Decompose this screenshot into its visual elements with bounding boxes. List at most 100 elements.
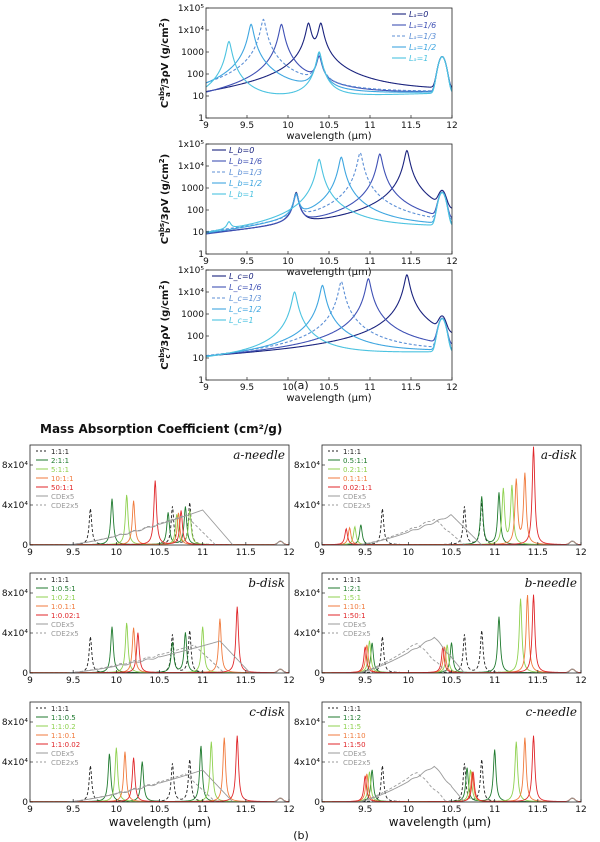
x-tick-label: 9.5 [358,548,372,558]
legend-label: 2:1:1 [51,457,69,465]
x-tick-label: 10 [111,548,123,558]
legend-label: 1:1:1 [343,576,361,584]
x-tick-label: 11 [489,676,500,686]
y-tick-label: 0 [22,798,28,808]
legend-label: 1:1:1 [51,448,69,456]
y-tick-label: 1x10⁵ [178,266,205,276]
series-line-cde2x5 [322,643,581,673]
legend-label: 1:1:0.1 [51,732,76,740]
x-tick-label: 10.5 [149,805,169,815]
series-line-l-c-1-2 [206,284,452,357]
series-line-l-c-0 [206,274,452,357]
series-line-l-b-1-2 [206,156,452,234]
y-tick-label: 8x10⁴ [2,461,29,471]
x-tick-label: 10 [403,676,415,686]
series-line-cde2x5 [30,514,289,545]
legend-label: 1:1:0.5 [51,714,76,722]
legend-label: CDE2x5 [343,502,371,510]
legend-label: 0.1:1:1 [343,475,368,483]
x-tick-label: 10 [403,805,415,815]
series-group [206,149,452,235]
x-tick-label: 11.5 [528,805,548,815]
series-line-cdex5 [322,765,581,802]
x-tick-label: 11.5 [528,676,548,686]
y-tick-label: 8x10⁴ [2,718,29,728]
x-tick-label: 9 [319,805,325,815]
legend-label: L_b=1/6 [229,157,262,166]
legend-label: 1:1:1 [343,705,361,713]
y-tick-label: 4x10⁴ [294,758,321,768]
y-tick-label: 8x10⁴ [294,589,321,599]
panel-b-caption: (b) [293,829,309,842]
legend-label: 10:1:1 [51,475,74,483]
y-tick-label: 1000 [181,310,204,320]
x-tick-label: 12 [446,121,457,131]
x-tick-label: 11 [364,121,375,131]
y-axis-label: Cabsb/3ρV (g/cm2) [158,154,172,244]
legend-label: 1:1:10 [343,732,366,740]
y-tick-label: 1x10⁴ [178,162,205,172]
x-tick-label: 9 [203,257,209,267]
y-tick-label: 1x10⁵ [178,140,205,150]
y-tick-label: 100 [187,70,204,80]
chart-b-a-disk: 9 9.5 10 10.5 11 11.5 12 0 4x10⁴ 8x10⁴ a-disk 1:1:1… [294,444,587,558]
legend-label: 1:5:1 [343,594,361,602]
legend-label: 1:0.02:1 [51,612,80,620]
panel-title: c-disk [249,705,285,719]
x-tick-label: 9 [319,548,325,558]
x-tick-label: 9 [27,805,33,815]
x-axis-label: wavelength (μm) [286,393,371,404]
panel-title: b-disk [248,576,285,590]
legend-label: 1:1:1 [51,576,69,584]
legend-label: L_b=0 [229,146,254,155]
series-line-cdex5 [322,514,581,545]
legend-label: 0.5:1:1 [343,457,368,465]
y-tick-label: 0 [22,541,28,551]
panel-b-xlabel-left: wavelength (μm) [109,815,211,829]
x-tick-label: 12 [446,257,457,267]
series-line-l-b-1-6 [206,153,452,235]
legend-label: 1:2:1 [343,585,361,593]
x-tick-label: 9.5 [358,805,372,815]
x-tick-label: 11.5 [236,805,256,815]
y-tick-label: 0 [22,669,28,679]
series-line-cde2x5 [30,644,289,673]
legend-label: CDE2x5 [51,630,79,638]
legend-label: Lₐ=1/6 [409,21,436,30]
legend-label: CDEx5 [343,493,366,501]
legend-label: 1:1:50 [343,741,366,749]
y-tick-label: 1x10⁴ [178,26,205,36]
y-tick-label: 0 [314,669,320,679]
legend-label: L_c=1 [229,316,254,325]
chart-b-b-disk: 9 9.5 10 10.5 11 11.5 12 0 4x10⁴ 8x10⁴ b-disk 1:1:1… [2,572,295,686]
x-tick-label: 10.5 [441,805,461,815]
x-tick-label: 11.5 [401,383,421,393]
x-tick-label: 10.5 [319,121,339,131]
series-line-l-c-1 [206,291,452,358]
legend-label: L_c=1/3 [229,294,261,303]
legend-label: L_c=1/2 [229,305,261,314]
legend-label: CDEx5 [51,621,74,629]
legend-label: 1:0.2:1 [51,594,76,602]
panel-title: a-needle [233,448,285,462]
y-tick-label: 0 [314,798,320,808]
legend-label: CDEx5 [51,750,74,758]
x-tick-label: 11 [197,805,208,815]
y-axis-label: Cabsc/3ρV (g/cm2) [158,280,172,370]
series-line-l-1-3 [206,18,452,92]
y-tick-label: 4x10⁴ [2,629,29,639]
legend-label: L_b=1/2 [229,179,262,188]
panel-b-xlabel-right: wavelength (μm) [389,815,491,829]
legend-label: L_c=1/6 [229,283,261,292]
legend-label: 1:1:2 [343,714,361,722]
legend-label: CDEx5 [343,621,366,629]
series-line-l-1-2 [206,23,452,93]
x-tick-label: 12 [575,805,586,815]
legend-label: 1:1:1 [51,705,69,713]
chart-b-a-needle: 9 9.5 10 10.5 11 11.5 12 0 4x10⁴ 8x10⁴ a-needle 1:1… [2,444,295,558]
x-tick-label: 9.5 [66,676,80,686]
y-tick-label: 8x10⁴ [2,589,29,599]
x-tick-label: 10 [403,548,415,558]
series-group [206,274,452,358]
legend-label: Lₐ=1/3 [409,32,436,41]
